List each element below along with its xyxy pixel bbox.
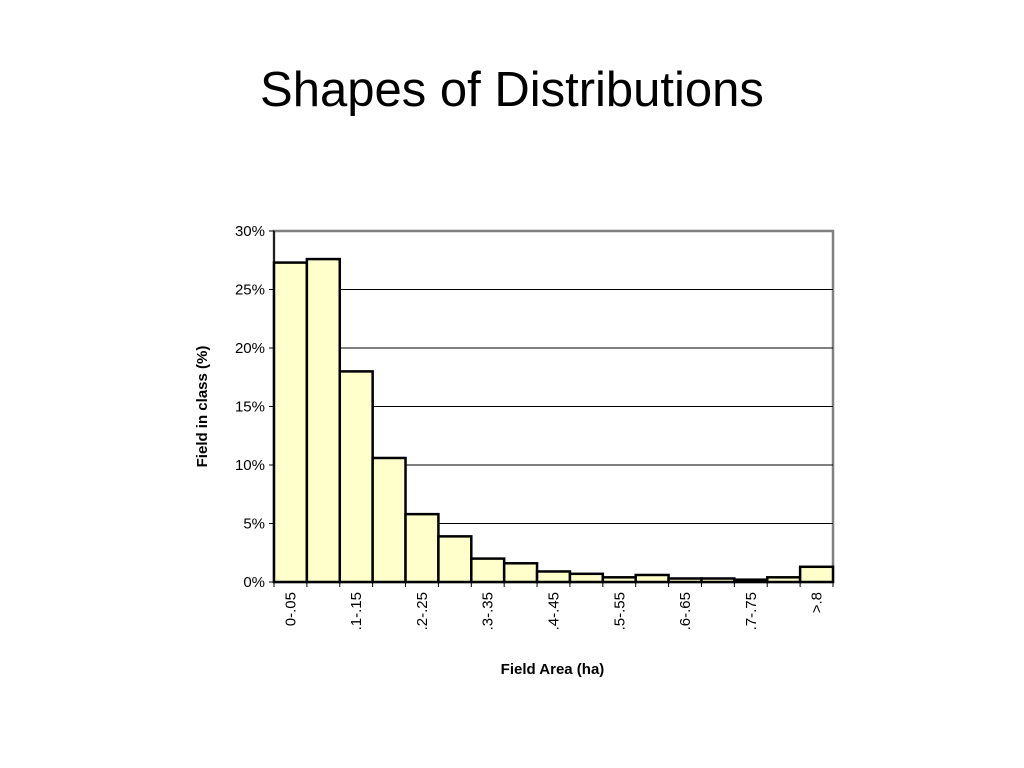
bar bbox=[338, 370, 374, 584]
y-tick-label: 30% bbox=[235, 223, 265, 240]
bar bbox=[798, 565, 835, 584]
bar bbox=[634, 573, 670, 584]
y-tick-label: 20% bbox=[235, 340, 265, 357]
bar bbox=[470, 557, 506, 584]
bar bbox=[437, 535, 473, 584]
bar bbox=[568, 572, 605, 584]
y-tick-label: 5% bbox=[243, 516, 265, 533]
x-tick-label: >.8 bbox=[809, 592, 826, 613]
x-tick-label: .4-.45 bbox=[546, 592, 563, 630]
x-tick-label: .2-.25 bbox=[414, 592, 431, 630]
bar bbox=[502, 562, 539, 584]
x-tick-label: .1-.15 bbox=[348, 592, 365, 630]
bar bbox=[404, 512, 440, 584]
slide-title: Shapes of Distributions bbox=[260, 63, 764, 117]
bar bbox=[272, 261, 309, 584]
bar bbox=[371, 456, 407, 584]
x-tick-label: .6-.65 bbox=[677, 592, 694, 630]
x-tick-label: .3-.35 bbox=[480, 592, 497, 630]
y-axis-title: Field in class (%) bbox=[194, 346, 211, 468]
x-tick-label: 0-.05 bbox=[282, 592, 299, 626]
bar bbox=[535, 570, 572, 584]
y-tick-label: 25% bbox=[235, 282, 265, 299]
x-tick-label: .7-.75 bbox=[743, 592, 760, 630]
bar bbox=[305, 257, 342, 584]
y-tick-label: 15% bbox=[235, 399, 265, 416]
y-tick-label: 10% bbox=[235, 457, 265, 474]
x-axis-title: Field Area (ha) bbox=[501, 661, 605, 678]
x-tick-label: .5-.55 bbox=[611, 592, 628, 630]
y-tick-label: 0% bbox=[243, 574, 265, 591]
